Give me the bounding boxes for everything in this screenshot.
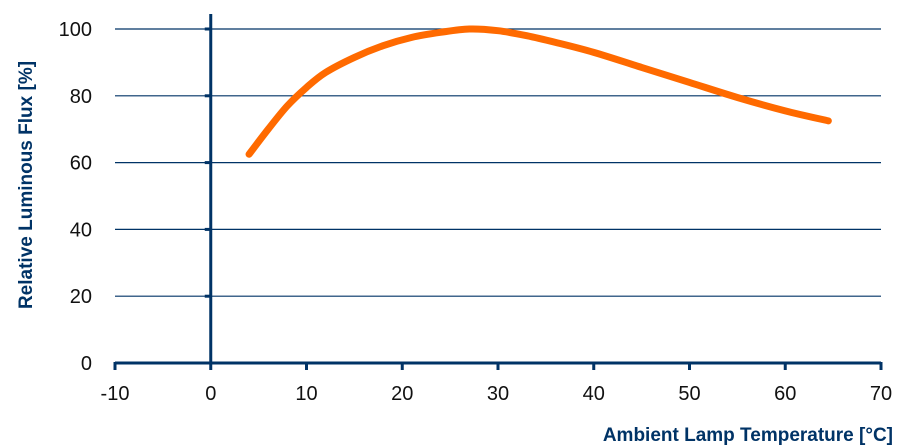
y-axis-title: Relative Luminous Flux [%] [16,61,37,309]
series-layer [245,25,832,158]
x-tick-label-0: 0 [205,383,216,405]
x-axis-title: Ambient Lamp Temperature [°C] [603,425,893,446]
x-tick-label-50: 50 [678,383,700,405]
x-tick-label-60: 60 [774,383,796,405]
tick-labels: 0 20 40 60 80 100 -10 0 10 20 30 40 50 60 70 [59,19,893,405]
x-tick-label-30: 30 [487,383,509,405]
x-tick-label-20: 20 [391,383,413,405]
x-tick-label--10: -10 [101,383,130,405]
y-tick-label-0: 0 [81,353,92,375]
x-tick-label-70: 70 [870,383,892,405]
axes [113,14,883,370]
y-tick-label-100: 100 [59,19,92,41]
x-tick-label-40: 40 [583,383,605,405]
x-tick-label-10: 10 [295,383,317,405]
y-tick-label-40: 40 [70,219,92,241]
y-tick-label-60: 60 [70,153,92,175]
grid-lines [115,28,881,297]
series-line-0 [245,25,832,158]
y-tick-label-80: 80 [70,86,92,108]
y-tick-label-20: 20 [70,286,92,308]
